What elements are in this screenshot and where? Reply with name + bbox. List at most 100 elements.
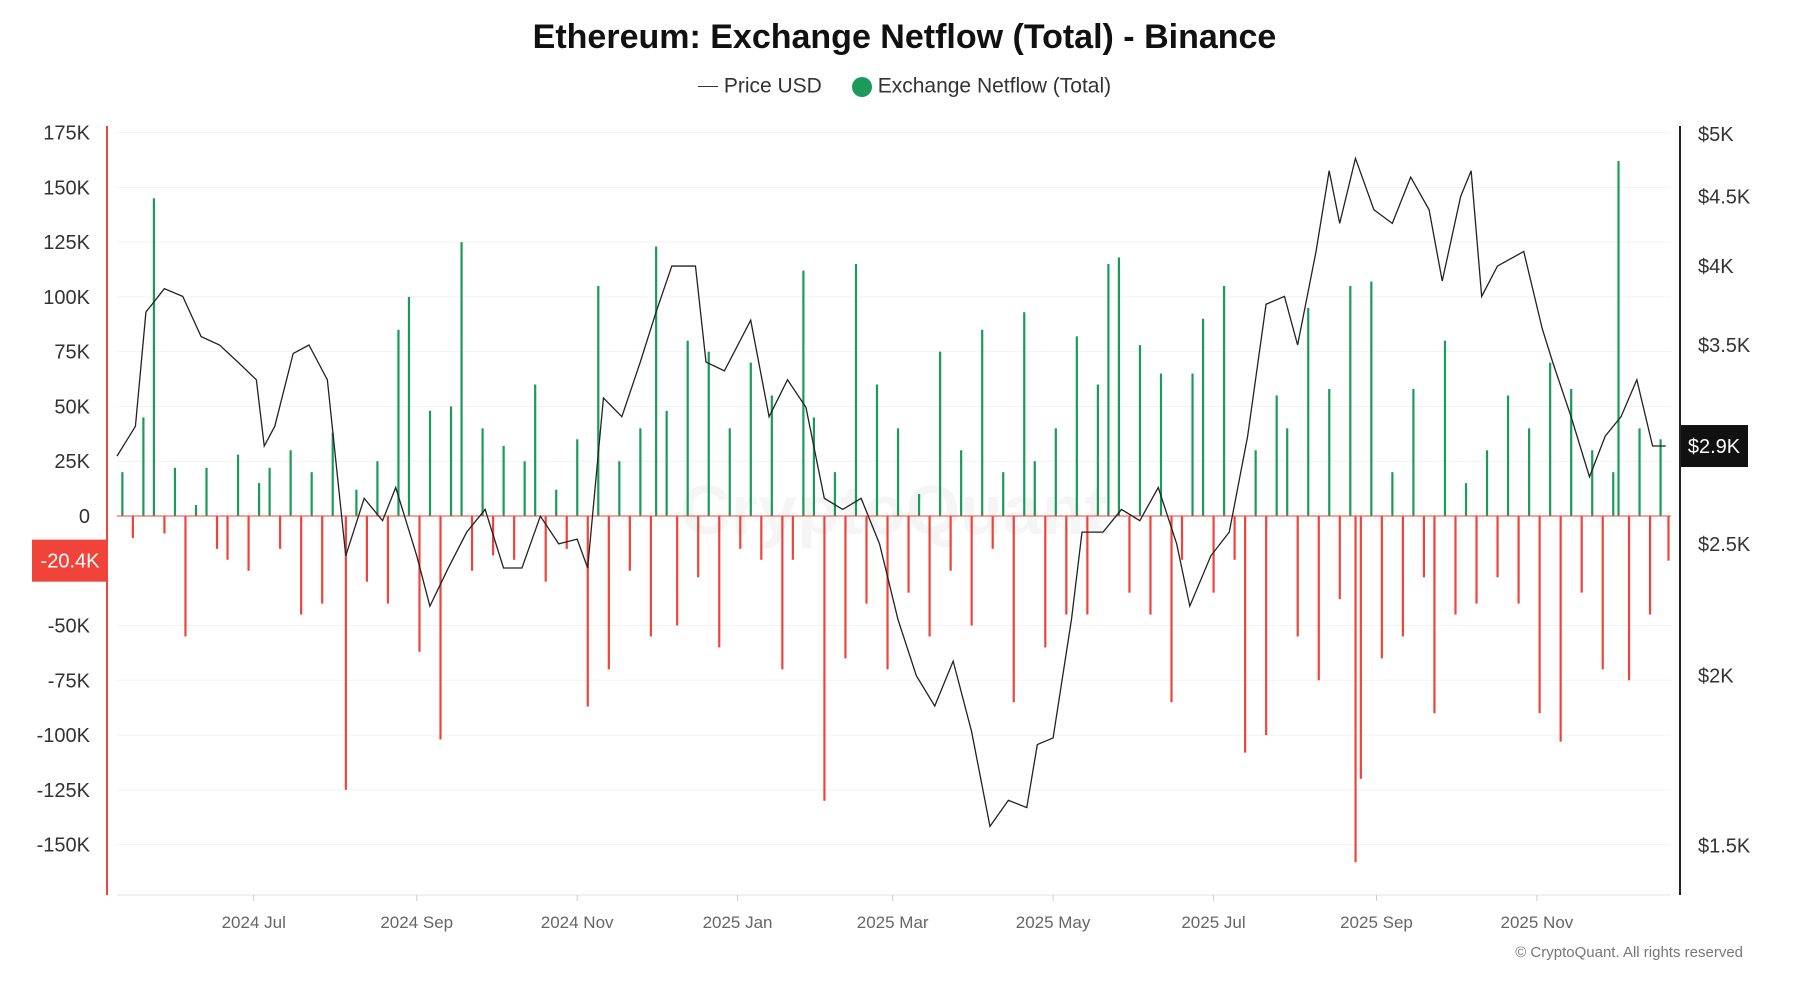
inflow-bar xyxy=(686,340,689,516)
inflow-bar xyxy=(523,461,526,516)
legend-item-netflow[interactable]: Exchange Netflow (Total) xyxy=(828,74,1111,98)
inflow-bar xyxy=(502,445,505,516)
inflow-bar xyxy=(1201,318,1205,516)
price-line xyxy=(116,156,1666,828)
inflow-bar xyxy=(1528,428,1531,516)
right-tick-label: $2K xyxy=(1698,666,1734,688)
inflow-bar xyxy=(749,362,752,516)
inflow-bar xyxy=(310,472,313,516)
x-tick-label: 2024 Nov xyxy=(541,913,614,932)
outflow-bar xyxy=(1012,515,1015,703)
inflow-bar xyxy=(896,428,900,516)
inflow-bar xyxy=(1617,161,1620,516)
x-tick-label: 2025 Jul xyxy=(1181,913,1245,932)
outflow-bar xyxy=(247,515,250,571)
outflow-bar xyxy=(1433,515,1436,714)
outflow-bar xyxy=(1149,515,1152,615)
inflow-bar xyxy=(152,198,156,516)
outflow-bar xyxy=(1580,515,1583,593)
inflow-bar xyxy=(1096,384,1099,516)
outflow-bar xyxy=(1496,515,1499,578)
x-tick-label: 2025 Nov xyxy=(1501,913,1574,932)
current-netflow-label: -20.4K xyxy=(41,551,101,573)
outflow-bar xyxy=(791,515,794,560)
inflow-bar xyxy=(618,461,621,516)
outflow-bar xyxy=(1359,515,1362,779)
outflow-bar xyxy=(226,515,229,560)
outflow-bar xyxy=(970,515,973,626)
outflow-bar xyxy=(1454,515,1457,615)
outflow-bar xyxy=(513,515,516,560)
inflow-bar xyxy=(1275,395,1278,516)
legend-label: Price USD xyxy=(723,74,822,98)
outflow-bar xyxy=(844,515,847,659)
outflow-bar xyxy=(823,515,826,801)
inflow-bar xyxy=(1464,483,1468,516)
inflow-bar xyxy=(1328,388,1331,516)
outflow-bar xyxy=(184,515,187,637)
inflow-bar xyxy=(1191,373,1194,516)
left-tick-label: 150K xyxy=(43,177,90,199)
outflow-bar xyxy=(1065,515,1068,615)
outflow-bar xyxy=(565,515,568,549)
chart-title: Ethereum: Exchange Netflow (Total) - Bin… xyxy=(532,18,1277,56)
left-tick-label: 50K xyxy=(54,396,90,418)
inflow-bar xyxy=(1412,388,1415,516)
outflow-bar xyxy=(1517,515,1520,604)
outflow-bar xyxy=(949,515,952,571)
outflow-bar xyxy=(1044,515,1047,648)
inflow-bar xyxy=(1254,450,1257,516)
legend-item-price[interactable]: Price USD xyxy=(697,74,828,98)
inflow-bar xyxy=(1391,472,1394,516)
inflow-bar xyxy=(481,428,484,516)
outflow-bar xyxy=(365,515,368,582)
left-tick-label: 75K xyxy=(54,342,90,364)
outflow-bar xyxy=(991,515,994,549)
inflow-bar xyxy=(1370,281,1373,516)
inflow-bar xyxy=(1612,472,1615,516)
inflow-bar xyxy=(960,450,963,516)
left-tick-label: 125K xyxy=(43,232,90,254)
inflow-bar xyxy=(407,296,411,516)
right-tick-label: $5K xyxy=(1698,124,1734,146)
inflow-bar xyxy=(1570,388,1573,516)
inflow-bar xyxy=(665,410,668,516)
left-tick-label: -100K xyxy=(37,725,91,747)
outflow-bar xyxy=(321,515,324,604)
right-tick-label: $3.5K xyxy=(1698,335,1751,357)
outflow-bar xyxy=(215,515,219,549)
outflow-bar xyxy=(718,515,721,648)
inflow-bar xyxy=(1307,307,1310,516)
right-tick-label: $4K xyxy=(1698,256,1734,278)
legend: Price USD Exchange Netflow (Total) xyxy=(0,74,1809,99)
left-tick-label: 100K xyxy=(43,287,90,309)
inflow-bar xyxy=(376,461,379,516)
line-marker-icon xyxy=(697,85,718,88)
inflow-bar xyxy=(1222,285,1226,516)
outflow-bar xyxy=(439,515,442,740)
inflow-bar xyxy=(555,489,558,516)
outflow-bar xyxy=(1627,515,1631,681)
outflow-bar xyxy=(1380,515,1383,659)
inflow-bar xyxy=(1349,285,1352,516)
outflow-bar xyxy=(1180,515,1184,560)
inflow-bar xyxy=(1002,472,1005,516)
outflow-bar xyxy=(1296,515,1299,637)
outflow-bar xyxy=(1648,515,1652,615)
outflow-bar xyxy=(1354,515,1357,863)
outflow-bar xyxy=(865,515,868,604)
outflow-bar xyxy=(386,515,390,604)
outflow-bar xyxy=(607,515,610,670)
inflow-bar xyxy=(1075,336,1078,516)
outflow-bar xyxy=(739,515,742,549)
copyright: © CryptoQuant. All rights reserved xyxy=(1515,944,1743,961)
inflow-bar xyxy=(802,270,805,516)
outflow-bar xyxy=(781,515,784,670)
outflow-bar xyxy=(163,515,166,534)
inflow-bar xyxy=(1286,428,1289,516)
outflow-bar xyxy=(300,515,303,615)
outflow-bar xyxy=(1559,515,1562,742)
inflow-bar xyxy=(1659,439,1662,516)
outflow-bar xyxy=(1170,515,1173,703)
inflow-bar xyxy=(1506,395,1510,516)
